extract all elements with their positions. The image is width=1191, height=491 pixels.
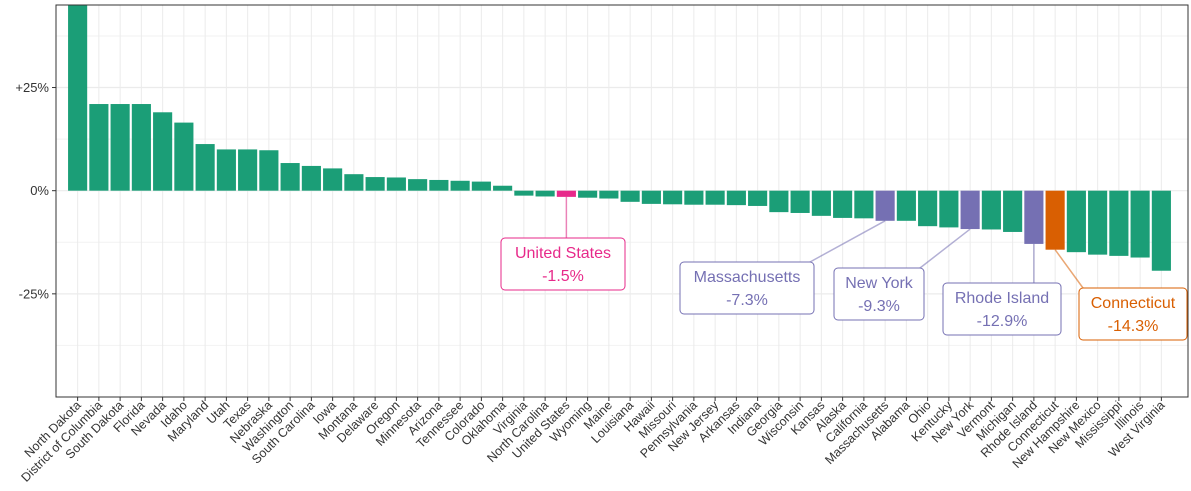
bar-new-jersey <box>705 190 725 205</box>
y-tick-label: +25% <box>15 80 49 95</box>
bar-louisiana <box>620 190 640 202</box>
bar-nevada <box>153 112 173 191</box>
bar-south-carolina <box>301 165 321 191</box>
bar-district-of-columbia <box>89 104 109 191</box>
callout-value: -12.9% <box>977 313 1028 330</box>
plot-panel-border <box>55 4 1189 398</box>
bar-south-dakota <box>110 104 130 191</box>
y-tick-label: 0% <box>30 183 49 198</box>
callout-connecticut: Connecticut -14.3% <box>1078 287 1188 341</box>
bar-wisconsin <box>790 190 810 213</box>
leader-line <box>1054 249 1084 289</box>
bar-virginia <box>514 190 534 196</box>
leader-line <box>919 228 971 269</box>
bar-arkansas <box>726 190 746 206</box>
callout-united-states: United States -1.5% <box>500 237 626 291</box>
bar-united-states <box>556 190 576 197</box>
bar-connecticut <box>1045 190 1065 250</box>
callout-new-york: New York -9.3% <box>833 267 925 321</box>
callout-box <box>942 282 1062 336</box>
callout-label: United States <box>515 245 611 262</box>
callout-box <box>833 267 925 321</box>
callout-massachusetts: Massachusetts -7.3% <box>679 261 815 315</box>
bar-north-carolina <box>535 190 555 197</box>
callout-value: -9.3% <box>858 298 900 315</box>
callout-value: -7.3% <box>726 292 768 309</box>
bar-missouri <box>663 190 683 205</box>
bar-colorado <box>471 181 491 191</box>
bar-kentucky <box>939 190 959 228</box>
bar-kansas <box>811 190 831 216</box>
bar-illinois <box>1130 190 1150 258</box>
bar-oregon <box>386 177 406 191</box>
bar-new-york <box>960 190 980 230</box>
bar-alaska <box>833 190 853 218</box>
bar-alabama <box>896 190 916 221</box>
bar-nebraska <box>259 150 279 191</box>
callout-value: -1.5% <box>542 268 584 285</box>
leader-lines <box>565 196 1084 289</box>
callout-box <box>1078 287 1188 341</box>
grid-lines <box>56 5 1188 397</box>
bar-vermont <box>981 190 1001 230</box>
bar-north-dakota <box>68 5 88 191</box>
bar-west-virginia <box>1151 190 1171 271</box>
callout-box <box>679 261 815 315</box>
bar-georgia <box>769 190 789 213</box>
bar-utah <box>216 149 236 191</box>
callout-value: -14.3% <box>1108 318 1159 335</box>
bar-new-hampshire <box>1066 190 1086 253</box>
callout-label: Rhode Island <box>955 290 1049 307</box>
y-axis: +25% 0% -25% <box>15 80 56 301</box>
bar-tennessee <box>450 180 470 191</box>
bar-montana <box>344 174 364 191</box>
callout-box <box>500 237 626 291</box>
y-tick-label: -25% <box>19 286 50 301</box>
callout-label: Connecticut <box>1091 295 1176 312</box>
bar-pennsylvania <box>684 190 704 205</box>
bar-iowa <box>323 168 343 191</box>
bar-hawaii <box>641 190 661 204</box>
bar-washington <box>280 163 300 191</box>
bar-california <box>854 190 874 219</box>
callout-label: Massachusetts <box>694 269 801 286</box>
bars <box>68 5 1171 271</box>
bar-idaho <box>174 122 194 191</box>
callouts: United States -1.5% Massachusetts -7.3% New … <box>500 237 1188 341</box>
bar-arizona <box>429 179 449 191</box>
bar-maryland <box>195 144 215 191</box>
bar-new-mexico <box>1088 190 1108 255</box>
bar-indiana <box>748 190 768 206</box>
bar-oklahoma <box>493 185 513 191</box>
leader-line <box>809 220 886 263</box>
callout-label: New York <box>845 275 914 292</box>
bar-massachusetts <box>875 190 895 221</box>
bar-wyoming <box>578 190 598 198</box>
bar-florida <box>131 104 151 191</box>
bar-minnesota <box>408 179 428 191</box>
bar-texas <box>238 149 258 191</box>
bar-mississippi <box>1109 190 1129 256</box>
bar-rhode-island <box>1024 190 1044 244</box>
bar-maine <box>599 190 619 199</box>
bar-michigan <box>1003 190 1023 232</box>
bar-ohio <box>918 190 938 227</box>
bar-delaware <box>365 177 385 191</box>
callout-rhode-island: Rhode Island -12.9% <box>942 282 1062 336</box>
